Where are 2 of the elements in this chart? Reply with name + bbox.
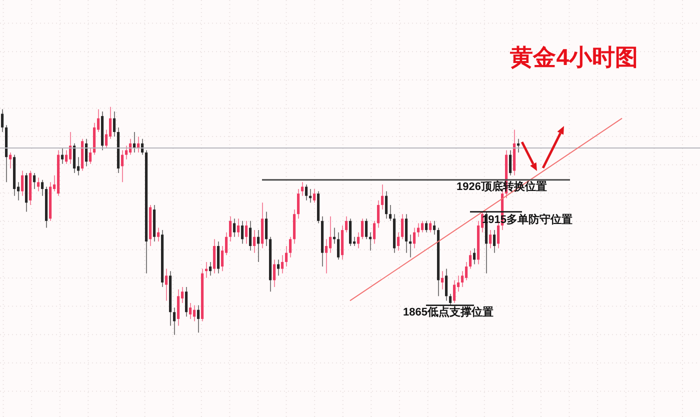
chart-title: 黄金4小时图 xyxy=(510,44,638,70)
series-label: 1865低点支撑位置 xyxy=(403,305,494,318)
